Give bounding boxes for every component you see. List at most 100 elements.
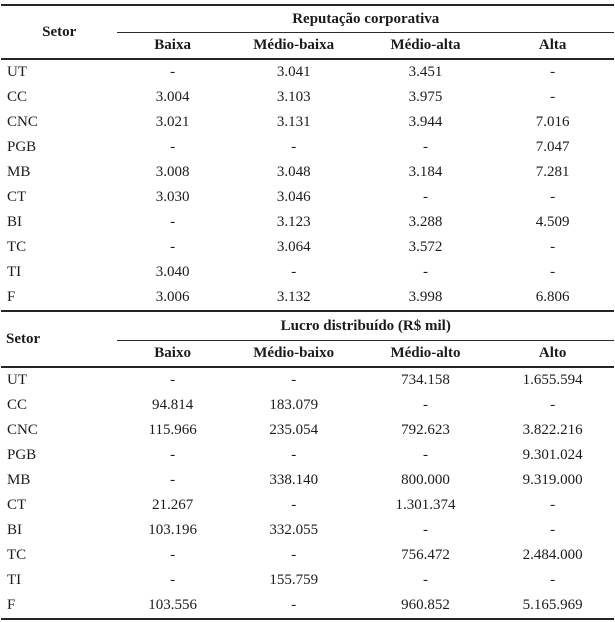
value-cell: -	[170, 239, 176, 255]
column-header-medio-baixa: Médio-baixa	[227, 32, 360, 60]
value-cell: 800.000	[401, 472, 450, 488]
value-cell: 103.196	[148, 522, 197, 538]
group-header-lucro: Lucro distribuído (R$ mil)	[117, 311, 614, 341]
value-cell: 3.944	[408, 114, 443, 130]
value-cell: 3.048	[276, 164, 311, 180]
value-cell: -	[170, 139, 176, 155]
column-header-medio-baixo: Médio-baixo	[227, 340, 360, 368]
table-row: PGB - - - 9.301.024	[1, 443, 614, 468]
sector-label: CC	[7, 397, 28, 413]
value-cell: -	[291, 139, 297, 155]
reputacao-corporativa-table: Setor Reputação corporativa Baixa Médio-…	[1, 4, 614, 310]
column-header-alto: Alto	[491, 340, 614, 368]
setor-column-header: Setor	[1, 311, 118, 368]
sector-label: PGB	[7, 139, 37, 155]
column-header-medio-alta: Médio-alta	[359, 32, 492, 60]
value-cell: 3.451	[408, 64, 443, 80]
value-cell: -	[170, 572, 176, 588]
value-cell: -	[170, 547, 176, 563]
table-row: TC - 3.064 3.572 -	[1, 235, 614, 260]
sector-label: UT	[7, 64, 27, 80]
value-cell: 338.140	[269, 472, 319, 488]
value-cell: -	[291, 547, 297, 563]
sector-label: CNC	[7, 114, 38, 130]
value-cell: 155.759	[269, 572, 319, 588]
value-cell: 235.054	[269, 422, 319, 438]
value-cell: -	[422, 522, 428, 538]
value-cell: -	[422, 397, 428, 413]
lucro-distribuido-table: Setor Lucro distribuído (R$ mil) Baixo M…	[1, 310, 614, 620]
value-cell: 6.806	[535, 289, 570, 305]
sector-label: MB	[7, 472, 31, 488]
value-cell: -	[170, 447, 176, 463]
value-cell: 3.008	[155, 164, 190, 180]
sector-label: CT	[7, 189, 27, 205]
table-row: F 3.006 3.132 3.998 6.806	[1, 285, 614, 310]
value-cell: 3.064	[276, 239, 311, 255]
table-row: CC 94.814 183.079 - -	[1, 393, 614, 418]
group-header-row: Setor Reputação corporativa	[1, 5, 614, 60]
table-header: Setor Reputação corporativa Baixa Médio-…	[1, 5, 614, 60]
value-cell: 3.184	[408, 164, 443, 180]
value-cell: -	[550, 264, 556, 280]
table-row: TI - 155.759 - -	[1, 568, 614, 593]
value-cell: 3.132	[276, 289, 311, 305]
value-cell: -	[550, 189, 556, 205]
group-header-reputacao: Reputação corporativa	[117, 5, 614, 33]
value-cell: 183.079	[269, 397, 319, 413]
value-cell: 1.655.594	[522, 372, 583, 388]
sector-label: TC	[7, 547, 27, 563]
value-cell: 3.040	[155, 264, 190, 280]
value-cell: -	[170, 372, 176, 388]
table-row: UT - 3.041 3.451 -	[1, 59, 614, 85]
value-cell: -	[422, 264, 428, 280]
table-row: TC - - 756.472 2.484.000	[1, 543, 614, 568]
table-row: BI - 3.123 3.288 4.509	[1, 210, 614, 235]
value-cell: 960.852	[401, 597, 450, 613]
value-cell: -	[291, 597, 297, 613]
value-cell: 3.288	[408, 214, 443, 230]
table-body: UT - - 734.158 1.655.594 CC 94.814 183.079 - - CNC…	[1, 367, 614, 619]
value-cell: 3.103	[276, 89, 311, 105]
value-cell: 3.998	[408, 289, 443, 305]
table-row: CT 21.267 - 1.301.374 -	[1, 493, 614, 518]
value-cell: 792.623	[401, 422, 450, 438]
value-cell: -	[170, 472, 176, 488]
value-cell: 3.123	[276, 214, 311, 230]
table-row: UT - - 734.158 1.655.594	[1, 367, 614, 393]
value-cell: 4.509	[535, 214, 570, 230]
sector-label: CC	[7, 89, 28, 105]
sector-label: F	[7, 289, 16, 305]
value-cell: -	[170, 214, 176, 230]
value-cell: -	[422, 139, 428, 155]
value-cell: 7.047	[535, 139, 570, 155]
value-cell: 7.016	[535, 114, 570, 130]
value-cell: -	[550, 239, 556, 255]
value-cell: 3.572	[408, 239, 443, 255]
table-row: PGB - - - 7.047	[1, 135, 614, 160]
value-cell: 756.472	[401, 547, 450, 563]
sector-label: CT	[7, 497, 27, 513]
column-header-baixo: Baixo	[117, 340, 228, 368]
value-cell: -	[291, 447, 297, 463]
value-cell: 332.055	[269, 522, 319, 538]
table-header: Setor Lucro distribuído (R$ mil) Baixo M…	[1, 311, 614, 368]
table-row: CNC 3.021 3.131 3.944 7.016	[1, 110, 614, 135]
value-cell: -	[550, 89, 556, 105]
value-cell: 3.021	[155, 114, 190, 130]
value-cell: 3.046	[276, 189, 311, 205]
table-body: UT - 3.041 3.451 - CC 3.004 3.103 3.975 - CNC 3.021…	[1, 59, 614, 310]
value-cell: -	[550, 572, 556, 588]
value-cell: -	[550, 497, 556, 513]
value-cell: 115.966	[148, 422, 197, 438]
value-cell: -	[170, 64, 176, 80]
sector-label: TI	[7, 572, 22, 588]
column-header-row: Baixo Médio-baixo Médio-alto Alto	[1, 340, 614, 368]
column-header-alta: Alta	[491, 32, 614, 60]
value-cell: 5.165.969	[522, 597, 583, 613]
value-cell: -	[291, 497, 297, 513]
value-cell: -	[291, 264, 297, 280]
value-cell: 3.006	[155, 289, 190, 305]
value-cell: -	[550, 522, 556, 538]
value-cell: 103.556	[148, 597, 197, 613]
